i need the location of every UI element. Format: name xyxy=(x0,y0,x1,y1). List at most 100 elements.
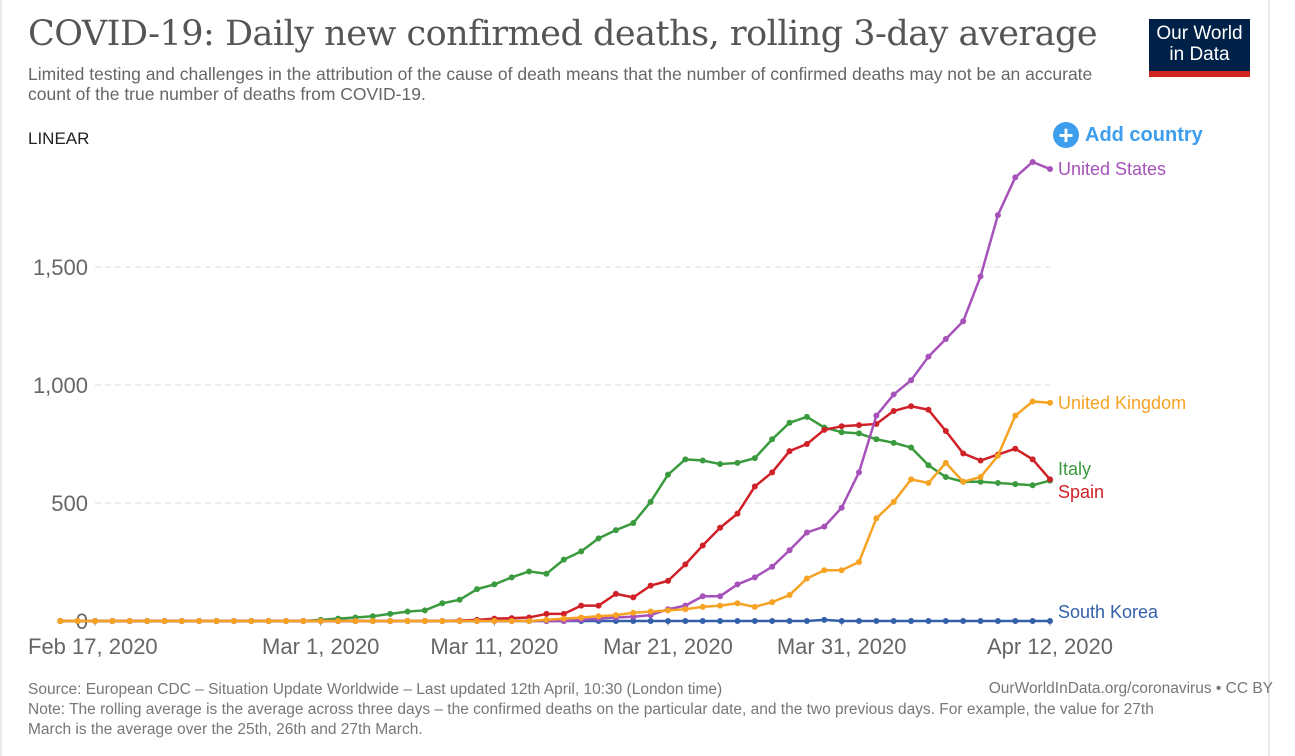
data-point xyxy=(838,429,845,436)
data-point xyxy=(526,568,533,575)
x-tick-label: Feb 17, 2020 xyxy=(28,634,158,659)
data-point xyxy=(230,618,237,624)
data-point xyxy=(751,455,758,462)
source-text: Source: European CDC – Situation Update … xyxy=(28,681,723,698)
series-spain[interactable] xyxy=(57,403,1053,624)
data-point xyxy=(456,596,463,603)
data-point xyxy=(439,600,446,607)
data-point xyxy=(474,586,480,593)
data-point xyxy=(1029,456,1036,463)
series-lines xyxy=(57,158,1053,624)
series-label[interactable]: United States xyxy=(1058,159,1166,179)
series-label[interactable]: United Kingdom xyxy=(1058,393,1186,413)
data-point xyxy=(474,618,480,624)
data-point xyxy=(630,609,637,616)
data-point xyxy=(734,600,741,607)
data-point xyxy=(57,618,64,624)
data-point xyxy=(908,476,915,483)
data-point xyxy=(630,594,637,601)
data-point xyxy=(821,426,828,433)
data-point xyxy=(751,483,758,490)
data-point xyxy=(595,535,602,542)
data-point xyxy=(838,567,845,574)
data-point xyxy=(734,581,741,588)
data-point xyxy=(890,439,897,446)
data-point xyxy=(352,618,359,624)
data-point xyxy=(456,618,463,624)
data-point xyxy=(786,547,793,554)
data-point xyxy=(960,318,967,325)
data-point xyxy=(925,462,932,469)
series-label[interactable]: South Korea xyxy=(1058,602,1159,622)
data-point xyxy=(335,618,342,624)
y-tick-label: 1,000 xyxy=(33,373,88,398)
data-point xyxy=(665,577,671,584)
data-point xyxy=(161,618,168,624)
data-point xyxy=(248,618,255,624)
data-point xyxy=(1029,158,1036,165)
data-point xyxy=(699,618,706,624)
data-point xyxy=(994,618,1001,624)
data-point xyxy=(838,423,845,430)
data-point xyxy=(387,618,394,624)
chart-subtitle: Limited testing and challenges in the at… xyxy=(28,64,1093,104)
data-point xyxy=(682,606,689,613)
data-point xyxy=(647,608,654,615)
data-point xyxy=(612,590,619,597)
data-point xyxy=(994,452,1001,459)
data-point xyxy=(699,603,706,610)
series-line xyxy=(60,415,1051,623)
data-point xyxy=(873,618,880,624)
note-text: Note: The rolling average is the average… xyxy=(28,701,1154,738)
series-label[interactable]: Spain xyxy=(1058,482,1104,502)
data-point xyxy=(751,574,758,581)
data-point xyxy=(856,422,862,429)
data-point xyxy=(960,450,967,457)
data-point xyxy=(717,461,724,468)
data-point xyxy=(74,618,81,624)
data-point xyxy=(856,559,862,565)
data-point xyxy=(109,618,116,624)
data-point xyxy=(1012,618,1019,624)
data-point xyxy=(1047,618,1053,624)
data-point xyxy=(803,529,810,536)
y-tick-label: 500 xyxy=(51,491,88,516)
series-italy[interactable] xyxy=(57,413,1053,624)
series-line xyxy=(60,404,1051,623)
data-point xyxy=(1012,481,1019,488)
data-point xyxy=(908,444,915,451)
series-united-kingdom[interactable] xyxy=(57,398,1053,624)
data-point xyxy=(1012,445,1019,452)
data-point xyxy=(821,523,828,530)
data-point xyxy=(543,616,550,623)
series-label[interactable]: Italy xyxy=(1058,459,1091,479)
data-point xyxy=(873,412,880,419)
add-country-button[interactable]: + Add country xyxy=(1053,122,1203,148)
data-point xyxy=(942,428,949,435)
data-point xyxy=(439,618,446,624)
data-point xyxy=(769,563,776,570)
data-point xyxy=(908,403,915,410)
data-point xyxy=(960,478,967,485)
y-tick-label: 1,500 xyxy=(33,255,88,280)
data-point xyxy=(734,459,741,466)
data-point xyxy=(699,593,706,600)
data-point xyxy=(751,618,758,624)
x-tick-label: Mar 1, 2020 xyxy=(262,634,379,659)
scale-toggle-linear[interactable]: LINEAR xyxy=(28,129,90,148)
data-point xyxy=(942,618,949,624)
data-point xyxy=(769,618,776,624)
data-point xyxy=(595,613,602,620)
data-point xyxy=(682,456,689,463)
data-point xyxy=(925,618,932,624)
source-link[interactable]: OurWorldInData.org/coronavirus • CC BY xyxy=(988,680,1273,697)
data-point xyxy=(717,602,724,609)
data-point xyxy=(873,436,880,443)
data-point xyxy=(699,457,706,464)
data-point xyxy=(612,527,619,534)
data-point xyxy=(126,618,133,624)
data-point xyxy=(821,616,828,623)
owid-logo[interactable]: Our World in Data xyxy=(1149,19,1250,77)
data-point xyxy=(786,419,793,426)
